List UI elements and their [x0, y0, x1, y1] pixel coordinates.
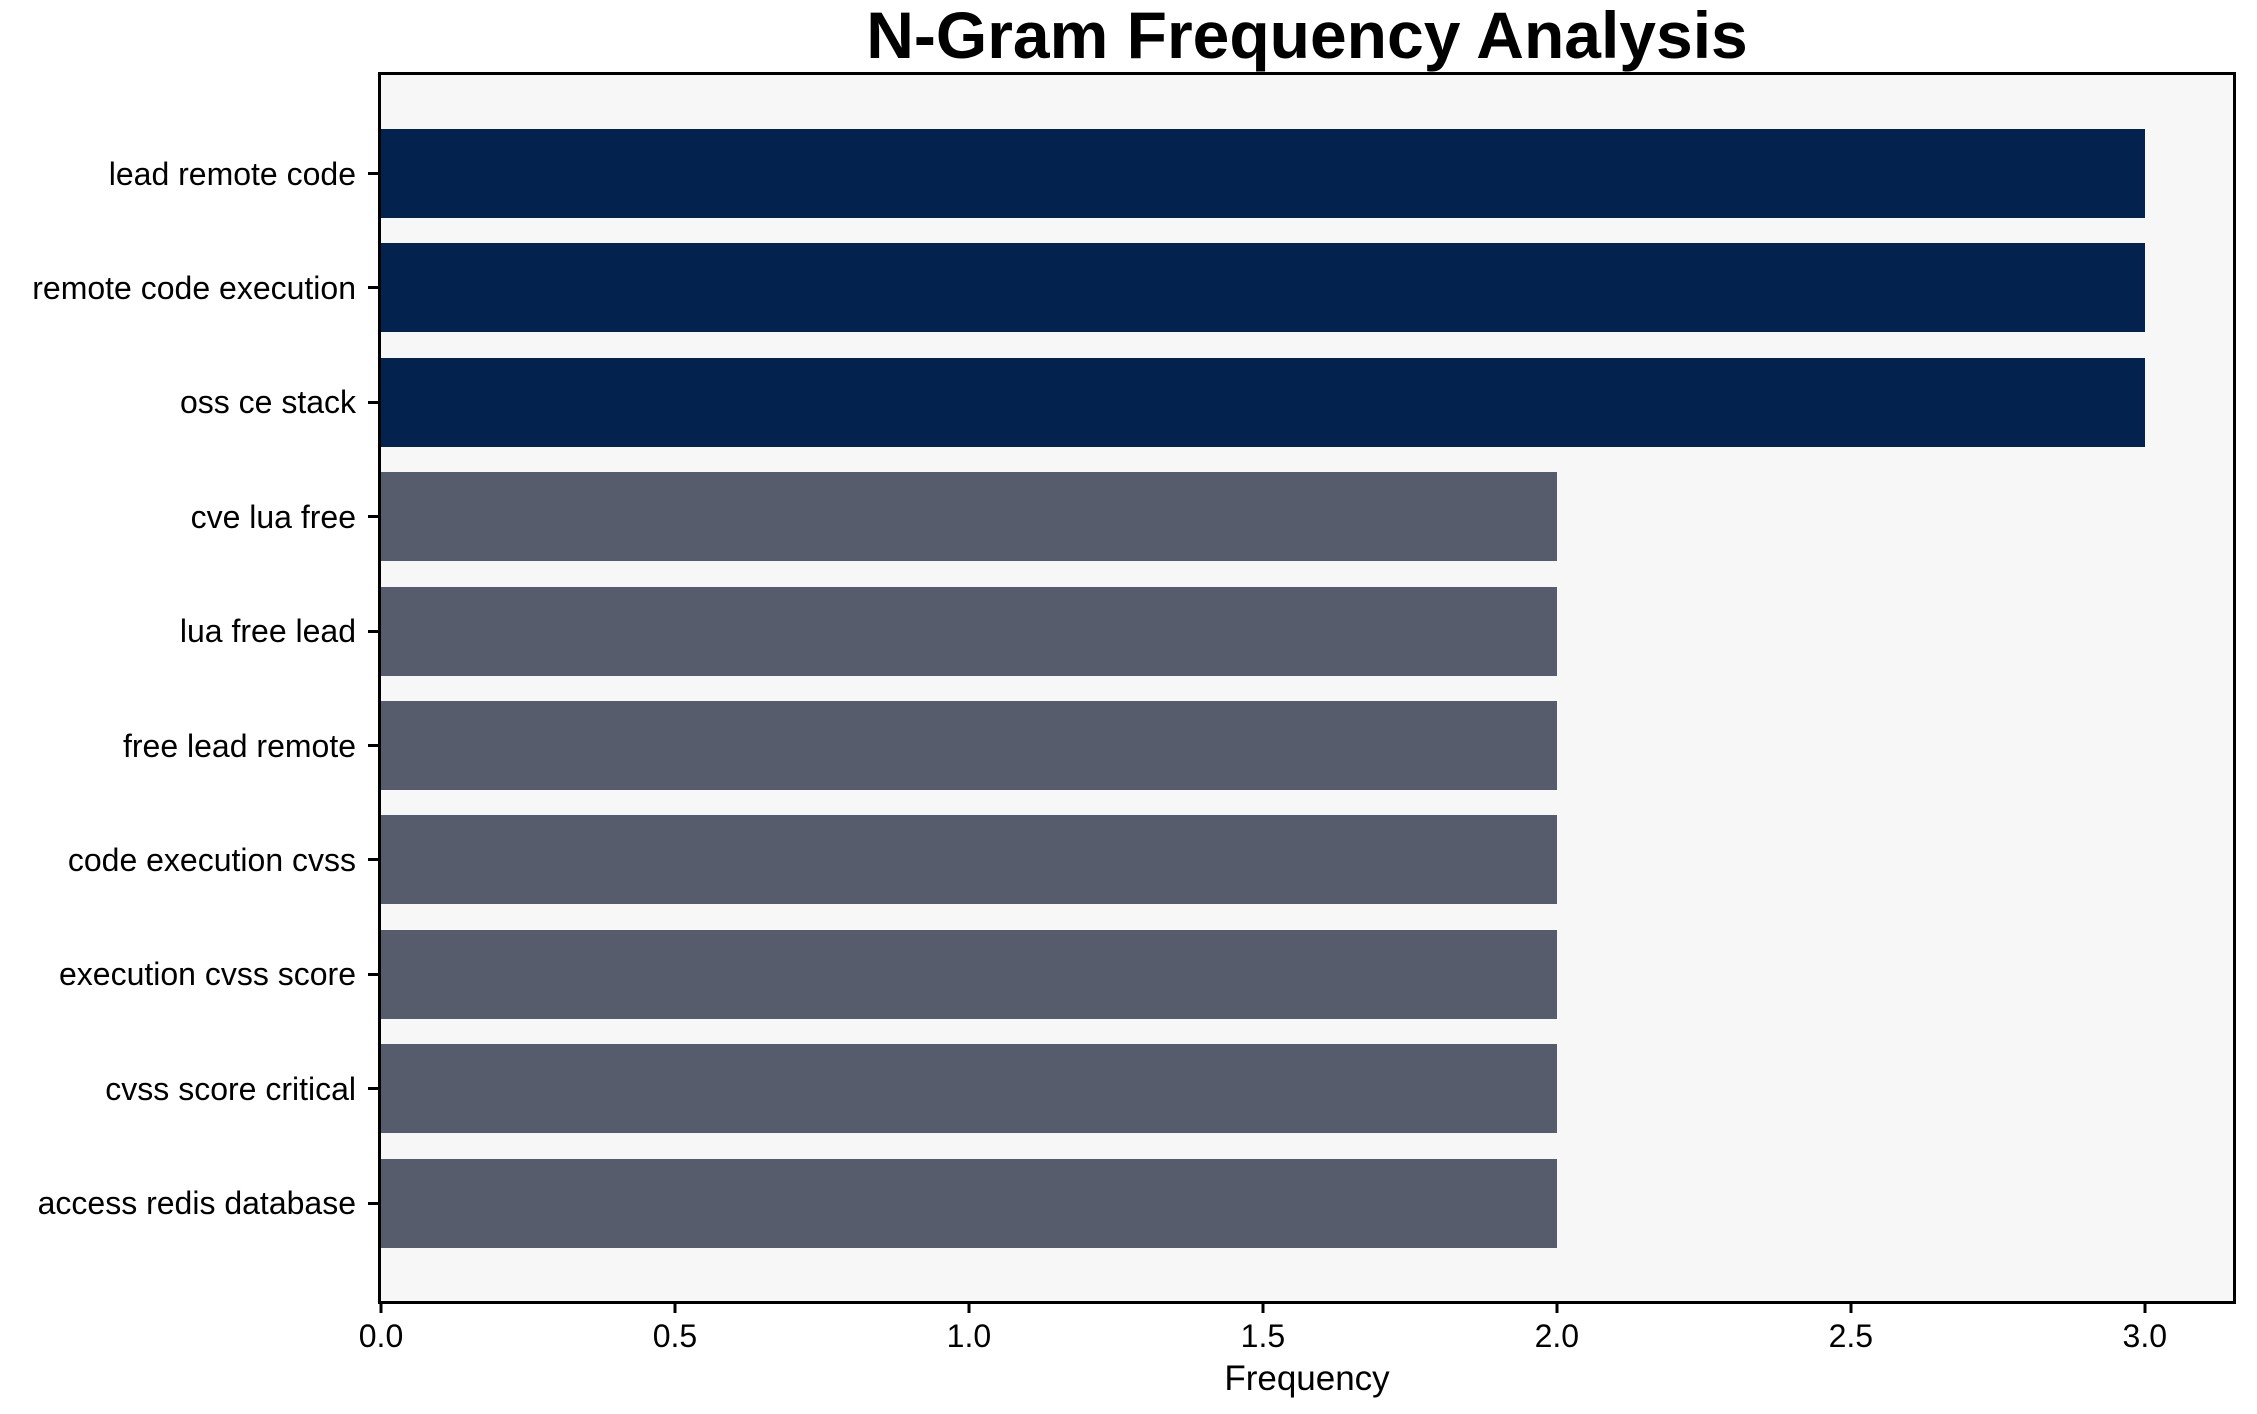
chart-title: N-Gram Frequency Analysis	[866, 0, 1748, 72]
y-tick-label: lua free lead	[179, 613, 356, 650]
y-tick-mark	[368, 1201, 378, 1205]
x-tick-label: 0.0	[358, 1318, 404, 1354]
x-axis-title: Frequency	[1224, 1359, 1390, 1398]
x-tick-label: 0.5	[652, 1318, 698, 1354]
bar	[381, 929, 1557, 1019]
bars-container	[381, 75, 2233, 1301]
y-tick-label: cve lua free	[190, 498, 356, 535]
x-tick-label: 2.5	[1828, 1318, 1874, 1354]
x-tick-mark	[379, 1304, 383, 1313]
y-tick-mark	[368, 1087, 378, 1091]
y-tick-label: lead remote code	[108, 155, 356, 192]
y-tick-mark	[368, 172, 378, 175]
y-tick-label: oss ce stack	[179, 384, 356, 421]
y-tick-label: execution cvss score	[58, 956, 356, 993]
y-tick-mark	[368, 400, 378, 404]
x-tick-label: 1.5	[1240, 1318, 1286, 1354]
bar	[381, 815, 1557, 905]
bar	[381, 129, 2145, 218]
x-axis: 0.0 0.5 1.0 1.5 2.0 2.5 3.0	[359, 1304, 2233, 1414]
x-tick-mark	[673, 1304, 677, 1313]
x-tick-mark	[2143, 1304, 2147, 1313]
bar	[381, 472, 1557, 562]
y-tick-mark	[368, 286, 378, 290]
x-tick-label: 1.0	[946, 1318, 992, 1354]
y-tick-mark	[368, 744, 378, 747]
bar	[381, 243, 2145, 333]
x-tick-mark	[1555, 1304, 1559, 1313]
x-tick-mark	[1261, 1304, 1265, 1313]
plot-area	[378, 72, 2236, 1304]
bar	[381, 1158, 1557, 1248]
y-tick-label: cvss score critical	[105, 1070, 356, 1107]
bar	[381, 357, 2145, 447]
x-tick-mark	[967, 1304, 971, 1313]
x-tick-label: 3.0	[2122, 1318, 2168, 1354]
y-tick-label: access redis database	[37, 1185, 356, 1222]
x-tick-label: 2.0	[1534, 1318, 1580, 1354]
x-tick-mark	[1849, 1304, 1853, 1313]
y-tick-mark	[368, 515, 378, 519]
y-tick-label: remote code execution	[32, 269, 356, 306]
y-tick-mark	[368, 972, 378, 976]
y-tick-label: free lead remote	[122, 727, 356, 764]
bar	[381, 700, 1557, 790]
bar	[381, 586, 1557, 676]
y-tick-mark	[368, 858, 378, 862]
bar	[381, 1044, 1557, 1134]
y-tick-mark	[368, 629, 378, 633]
y-tick-label: code execution cvss	[67, 841, 356, 878]
